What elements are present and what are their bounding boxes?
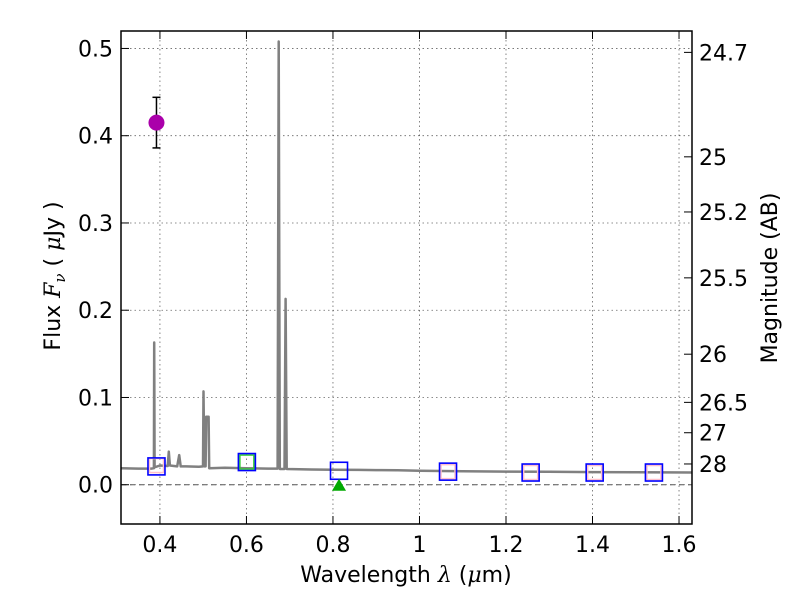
- y2-tick-label: 25.2: [699, 201, 748, 226]
- model-photometry-point: [147, 457, 166, 476]
- model-photometry-point: [585, 463, 604, 482]
- model-photometry-point: [438, 462, 458, 481]
- observed-photometry-point: [440, 463, 456, 480]
- y2-tick-label: 26: [699, 343, 727, 368]
- y2-tick-label: 26.5: [699, 391, 748, 416]
- points: [147, 96, 664, 491]
- y2-tick-label: 24.7: [699, 41, 748, 66]
- x-tick-label: 1: [412, 533, 426, 558]
- grid: [121, 31, 692, 524]
- spectrum: [120, 40, 693, 474]
- ticks: 0.4 0.6 0.8 1 1.2 1.4 1.6 0.0 0.1 0.2 0.3 0.4 0.5 24.…: [78, 31, 748, 558]
- x-axis-label: Wavelength λ (μm): [300, 563, 511, 588]
- x-tick-label: 1.4: [575, 533, 610, 558]
- y-tick-label: 0.3: [78, 212, 113, 237]
- y-tick-label: 0.1: [78, 386, 113, 411]
- x-tick-label: 0.6: [229, 533, 264, 558]
- detection-point: [148, 114, 165, 131]
- y-tick-label: 0.0: [78, 474, 113, 499]
- observed-photometry-point: [239, 454, 255, 470]
- upper-limit-marker: [332, 478, 347, 491]
- model-photometry-point: [644, 463, 664, 482]
- x-tick-label: 1.6: [662, 533, 697, 558]
- model-photometry-point: [521, 463, 540, 482]
- observed-photometry-point: [522, 464, 539, 481]
- model-spectrum-line: [120, 40, 693, 474]
- y2-axis-label: Magnitude (AB): [758, 193, 783, 364]
- x-tick-label: 0.8: [315, 533, 350, 558]
- y-tick-label: 0.5: [78, 37, 113, 62]
- y-tick-label: 0.4: [78, 125, 113, 150]
- y-axis-label: Flux Fν ( μJy ): [41, 201, 69, 350]
- x-tick-label: 1.2: [488, 533, 523, 558]
- y-tick-label: 0.2: [78, 299, 113, 324]
- y2-tick-label: 27: [699, 422, 727, 447]
- observed-photometry-point: [586, 464, 603, 481]
- model-photometry-point: [237, 452, 257, 472]
- y2-tick-label: 28: [699, 453, 727, 478]
- y2-tick-label: 25: [699, 146, 727, 171]
- x-tick-label: 0.4: [142, 533, 177, 558]
- observed-photometry-point: [646, 464, 662, 481]
- y2-tick-label: 25.5: [699, 267, 748, 292]
